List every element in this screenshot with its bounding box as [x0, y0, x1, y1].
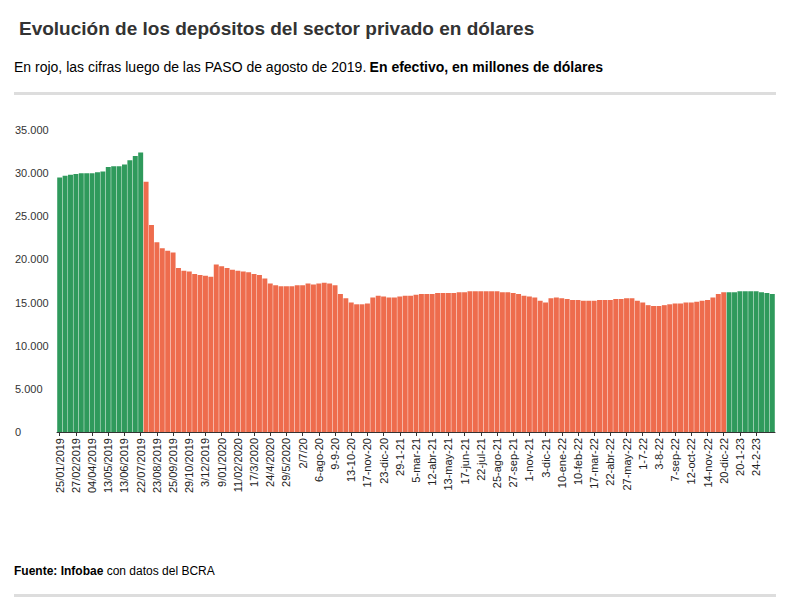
svg-text:Evolución de los depósitos del: Evolución de los depósitos del sector pr…: [19, 18, 534, 39]
svg-text:27/02/2019: 27/02/2019: [70, 438, 82, 493]
svg-text:9/01/2020: 9/01/2020: [216, 438, 228, 487]
svg-text:25/01/2019: 25/01/2019: [54, 438, 66, 493]
svg-text:25-ago-21: 25-ago-21: [491, 438, 503, 488]
svg-text:En efectivo, en millones de dó: En efectivo, en millones de dólares: [370, 59, 604, 75]
svg-text:30.000: 30.000: [15, 167, 49, 179]
svg-text:1-7-22: 1-7-22: [637, 438, 649, 470]
svg-text:15.000: 15.000: [15, 297, 49, 309]
svg-text:04/04/2019: 04/04/2019: [86, 438, 98, 493]
svg-text:2/7/20: 2/7/20: [297, 438, 309, 469]
svg-text:13/05/2019: 13/05/2019: [102, 438, 114, 493]
svg-text:3/12/2019: 3/12/2019: [199, 438, 211, 487]
svg-text:0: 0: [15, 426, 21, 438]
svg-text:24/4/2020: 24/4/2020: [264, 438, 276, 487]
svg-text:20-1-23: 20-1-23: [734, 438, 746, 476]
svg-text:Fuente: Infobae: Fuente: Infobae: [14, 564, 104, 578]
svg-text:17/3/2020: 17/3/2020: [248, 438, 260, 487]
svg-text:10.000: 10.000: [15, 340, 49, 352]
svg-text:35.000: 35.000: [15, 124, 49, 136]
svg-text:13-may-21: 13-may-21: [442, 438, 454, 491]
svg-text:13-10-20: 13-10-20: [345, 438, 357, 482]
svg-text:29/10/2019: 29/10/2019: [183, 438, 195, 493]
svg-text:12-abr-21: 12-abr-21: [426, 438, 438, 486]
svg-text:14-nov-22: 14-nov-22: [702, 438, 714, 488]
svg-text:20.000: 20.000: [15, 253, 49, 265]
svg-text:25.000: 25.000: [15, 210, 49, 222]
svg-text:con datos del BCRA: con datos del BCRA: [107, 564, 215, 578]
svg-text:29-1-21: 29-1-21: [394, 438, 406, 476]
svg-text:24-2-23: 24-2-23: [750, 438, 762, 476]
svg-text:25/09/2019: 25/09/2019: [167, 438, 179, 493]
svg-text:3-8-22: 3-8-22: [653, 438, 665, 470]
svg-text:22/07/2019: 22/07/2019: [135, 438, 147, 493]
svg-text:10-feb-22: 10-feb-22: [572, 438, 584, 485]
svg-text:11/02/2020: 11/02/2020: [232, 438, 244, 492]
svg-text:22-jul-21: 22-jul-21: [475, 438, 487, 481]
svg-text:20-dic-22: 20-dic-22: [718, 438, 730, 484]
svg-text:13/06/2019: 13/06/2019: [118, 438, 130, 493]
svg-text:17-mar-22: 17-mar-22: [588, 438, 600, 489]
svg-text:6-ago-20: 6-ago-20: [313, 438, 325, 482]
svg-text:17-nov-20: 17-nov-20: [361, 438, 373, 488]
svg-text:En rojo, las cifras luego de l: En rojo, las cifras luego de las PASO de…: [14, 59, 366, 75]
svg-text:27-may-22: 27-may-22: [621, 438, 633, 491]
svg-text:27-sep-21: 27-sep-21: [507, 438, 519, 488]
svg-text:9-9-20: 9-9-20: [329, 438, 341, 470]
svg-text:10-ene-22: 10-ene-22: [556, 438, 568, 488]
svg-text:5-mar-21: 5-mar-21: [410, 438, 422, 483]
svg-text:17-jun-21: 17-jun-21: [459, 438, 471, 484]
svg-text:29/5/2020: 29/5/2020: [280, 438, 292, 487]
svg-text:3-dic-21: 3-dic-21: [540, 438, 552, 478]
svg-text:23/08/2019: 23/08/2019: [151, 438, 163, 493]
svg-text:12-oct-22: 12-oct-22: [685, 438, 697, 484]
svg-text:22-abr-22: 22-abr-22: [604, 438, 616, 486]
svg-text:1-nov-21: 1-nov-21: [523, 438, 535, 481]
svg-text:5.000: 5.000: [15, 383, 43, 395]
svg-text:23-dic-20: 23-dic-20: [378, 438, 390, 484]
svg-text:7-sep-22: 7-sep-22: [669, 438, 681, 481]
